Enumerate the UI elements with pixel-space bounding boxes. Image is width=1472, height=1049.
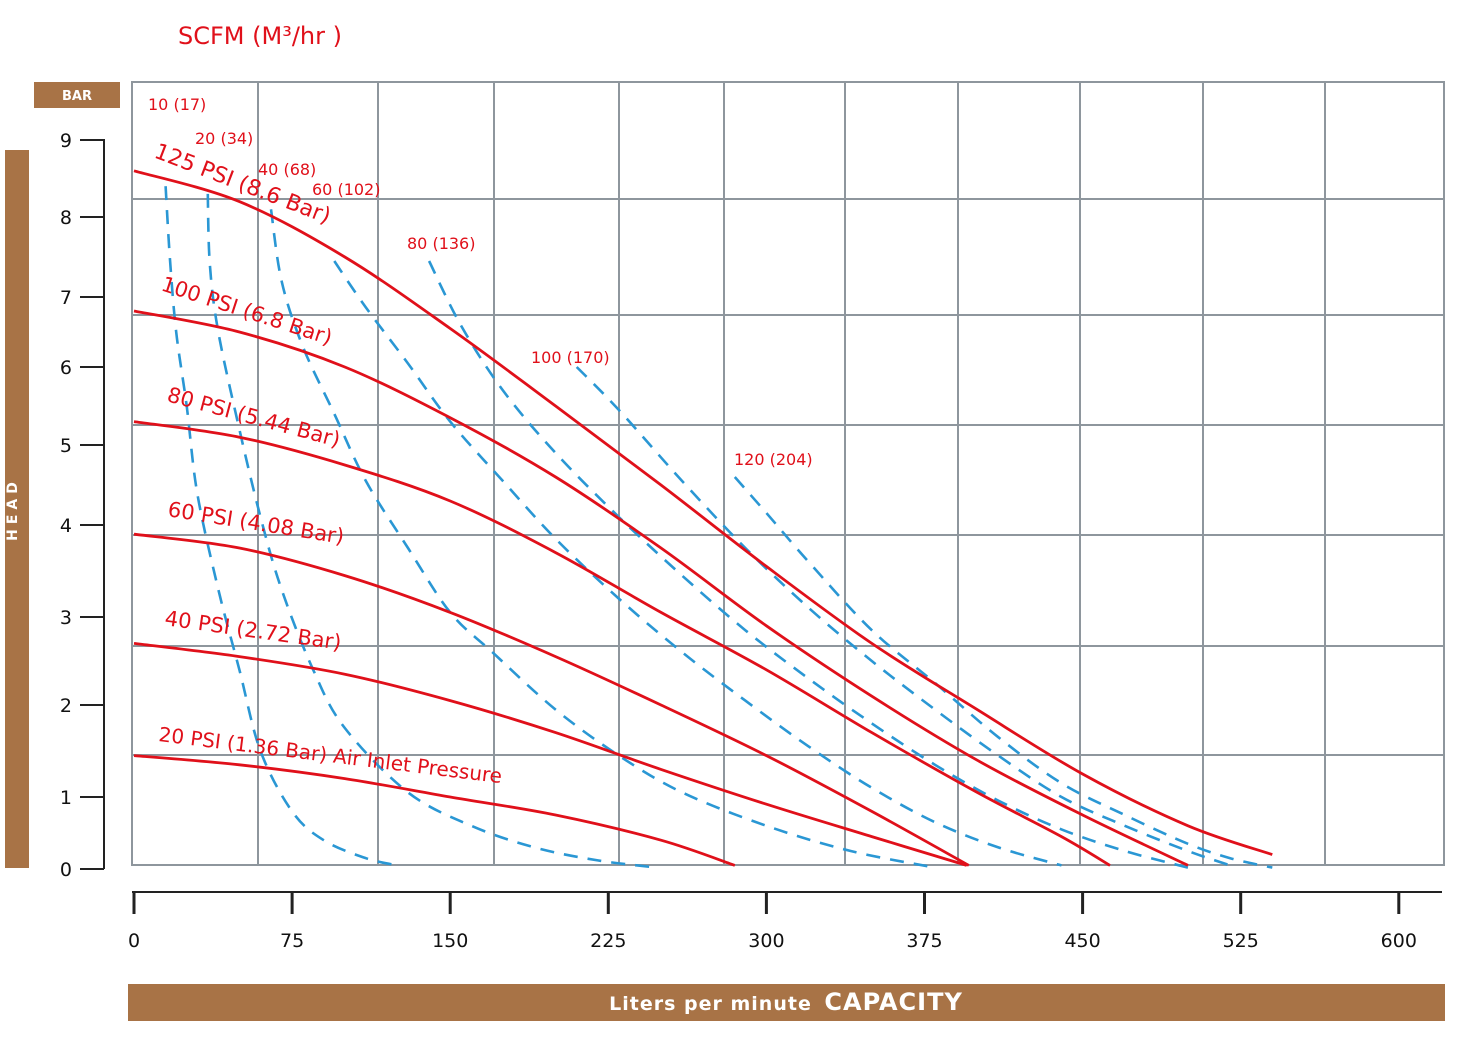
y-tick-label: 6: [60, 357, 72, 379]
pressure-curve: [133, 754, 736, 867]
pressure-curve-label: 40 PSI (2.72 Bar): [163, 606, 343, 655]
bar-unit-badge: [34, 82, 120, 108]
capacity-axis-label: Liters per minute CAPACITY: [609, 988, 963, 1016]
pressure-curve: [133, 532, 970, 867]
pressure-curve: [133, 169, 1273, 856]
air-curve-label: 60 (102): [312, 180, 380, 199]
air-curve: [333, 260, 1062, 867]
pressure-curve-label: 125 PSI (8.6 Bar): [151, 139, 334, 229]
pressure-curves: [133, 169, 1273, 867]
y-tick-label: 7: [60, 287, 72, 309]
air-curve-label: 80 (136): [407, 234, 475, 253]
x-tick-label: 225: [590, 930, 626, 952]
air-curve: [164, 186, 398, 867]
y-tick-label: 1: [60, 787, 72, 809]
air-consumption-curves: [164, 186, 1273, 869]
capacity-axis-band: [128, 984, 1445, 1021]
x-tick-label: 600: [1381, 930, 1417, 952]
x-tick-label: 150: [432, 930, 468, 952]
air-curve-label: 100 (170): [531, 348, 610, 367]
x-tick-label: 75: [280, 930, 304, 952]
plot-area-border: [131, 81, 1445, 866]
y-tick-label: 3: [60, 607, 72, 629]
scfm-title: SCFM (M³/hr ): [178, 22, 342, 50]
x-tick-label: 525: [1223, 930, 1259, 952]
x-tick-label: 300: [748, 930, 784, 952]
x-tick-label: 450: [1064, 930, 1100, 952]
x-tick-label: 0: [128, 930, 140, 952]
y-axis-ticks: 0 1 2 3 4 5 6 7 8 9: [60, 130, 104, 881]
y-tick-label: 8: [60, 207, 72, 229]
pressure-curve: [133, 642, 968, 867]
bar-unit-label: BAR: [62, 89, 92, 104]
x-axis-ticks: 0 75 150 225 300 375 450 525 600: [128, 892, 1417, 952]
air-curve: [269, 209, 936, 869]
y-tick-label: 9: [60, 130, 72, 152]
air-curve-label: 20 (34): [195, 129, 253, 148]
air-curve-label: 120 (204): [734, 450, 813, 469]
pressure-curve: [133, 420, 1111, 867]
air-curve-label: 40 (68): [258, 160, 316, 179]
air-curve: [427, 260, 1189, 869]
x-tick-label: 375: [906, 930, 942, 952]
y-tick-label: 4: [60, 515, 72, 537]
y-tick-label: 0: [60, 859, 72, 881]
plot-grid: [132, 82, 1444, 865]
y-tick-label: 2: [60, 695, 72, 717]
air-curve-label: 10 (17): [148, 95, 206, 114]
capacity-axis-prefix: Liters per minute: [609, 993, 812, 1015]
capacity-axis-main: CAPACITY: [824, 988, 962, 1016]
pressure-curve: [133, 309, 1189, 867]
air-curve: [575, 366, 1231, 867]
head-axis-band: [5, 150, 29, 868]
head-axis-label: HEAD: [5, 477, 21, 541]
y-tick-label: 5: [60, 435, 72, 457]
pressure-curve-label: 100 PSI (6.8 Bar): [158, 272, 335, 350]
air-curve: [733, 476, 1273, 869]
air-curve-labels: 10 (17) 20 (34) 40 (68)60 (102) 80 (136) 100…: [148, 95, 813, 469]
air-curve: [206, 193, 657, 869]
